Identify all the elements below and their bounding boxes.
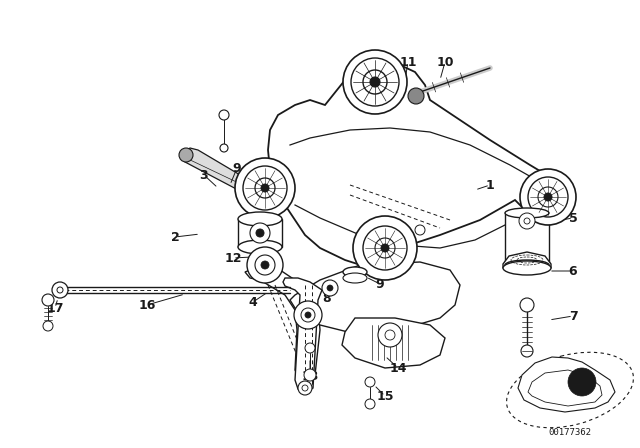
Circle shape	[408, 88, 424, 104]
Circle shape	[305, 343, 315, 353]
Circle shape	[255, 255, 275, 275]
Circle shape	[255, 178, 275, 198]
Polygon shape	[268, 65, 565, 268]
Ellipse shape	[343, 267, 367, 277]
Ellipse shape	[343, 273, 367, 283]
Circle shape	[304, 369, 316, 381]
Text: 7: 7	[568, 310, 577, 323]
Text: 11: 11	[399, 56, 417, 69]
Circle shape	[520, 298, 534, 312]
Polygon shape	[283, 278, 322, 392]
Text: 9: 9	[376, 277, 384, 290]
Circle shape	[243, 166, 287, 210]
Circle shape	[302, 385, 308, 391]
Circle shape	[301, 308, 315, 322]
Text: 1: 1	[486, 178, 494, 191]
Circle shape	[521, 345, 533, 357]
Text: 9: 9	[233, 161, 241, 175]
Text: 2: 2	[171, 231, 179, 244]
Circle shape	[365, 377, 375, 387]
Text: 00177362: 00177362	[548, 427, 591, 436]
Circle shape	[42, 294, 54, 306]
Circle shape	[385, 330, 395, 340]
Circle shape	[298, 381, 312, 395]
Text: 13: 13	[301, 370, 319, 383]
Circle shape	[261, 184, 269, 192]
Circle shape	[351, 58, 399, 106]
Circle shape	[378, 323, 402, 347]
Circle shape	[327, 285, 333, 291]
Polygon shape	[182, 148, 252, 192]
Circle shape	[261, 261, 269, 269]
Text: 8: 8	[323, 292, 332, 305]
Text: 14: 14	[389, 362, 407, 375]
Circle shape	[179, 148, 193, 162]
Circle shape	[370, 77, 380, 87]
Text: 12: 12	[224, 251, 242, 264]
Circle shape	[43, 321, 53, 331]
Circle shape	[365, 399, 375, 409]
Circle shape	[375, 238, 395, 258]
Text: 15: 15	[376, 389, 394, 402]
Circle shape	[528, 177, 568, 217]
Ellipse shape	[505, 260, 549, 270]
Polygon shape	[503, 252, 551, 268]
Circle shape	[220, 144, 228, 152]
Polygon shape	[245, 265, 320, 382]
Text: 4: 4	[248, 296, 257, 309]
Polygon shape	[528, 370, 602, 406]
Ellipse shape	[505, 208, 549, 218]
Ellipse shape	[503, 261, 551, 275]
Circle shape	[57, 287, 63, 293]
Polygon shape	[290, 262, 460, 335]
Text: 17: 17	[46, 302, 64, 314]
Circle shape	[305, 312, 311, 318]
Text: 10: 10	[436, 56, 454, 69]
Circle shape	[219, 110, 229, 120]
Circle shape	[538, 187, 558, 207]
Circle shape	[52, 282, 68, 298]
Ellipse shape	[507, 352, 634, 428]
Circle shape	[520, 169, 576, 225]
Circle shape	[363, 70, 387, 94]
Circle shape	[568, 368, 596, 396]
Bar	[238, 219, 282, 247]
Polygon shape	[518, 357, 615, 412]
Text: 3: 3	[200, 168, 208, 181]
Text: 6: 6	[569, 264, 577, 277]
Circle shape	[381, 244, 389, 252]
Circle shape	[247, 247, 283, 283]
Circle shape	[524, 218, 530, 224]
Circle shape	[519, 213, 535, 229]
Circle shape	[343, 50, 407, 114]
Circle shape	[294, 301, 322, 329]
Polygon shape	[342, 318, 445, 368]
Circle shape	[250, 223, 270, 243]
Circle shape	[415, 225, 425, 235]
Circle shape	[544, 193, 552, 201]
Circle shape	[353, 216, 417, 280]
Circle shape	[363, 226, 407, 270]
Text: 16: 16	[138, 298, 156, 311]
Circle shape	[235, 158, 295, 218]
Ellipse shape	[238, 240, 282, 254]
Circle shape	[322, 280, 338, 296]
Circle shape	[256, 229, 264, 237]
Bar	[505, 213, 549, 265]
Text: 5: 5	[568, 211, 577, 224]
Ellipse shape	[238, 212, 282, 226]
